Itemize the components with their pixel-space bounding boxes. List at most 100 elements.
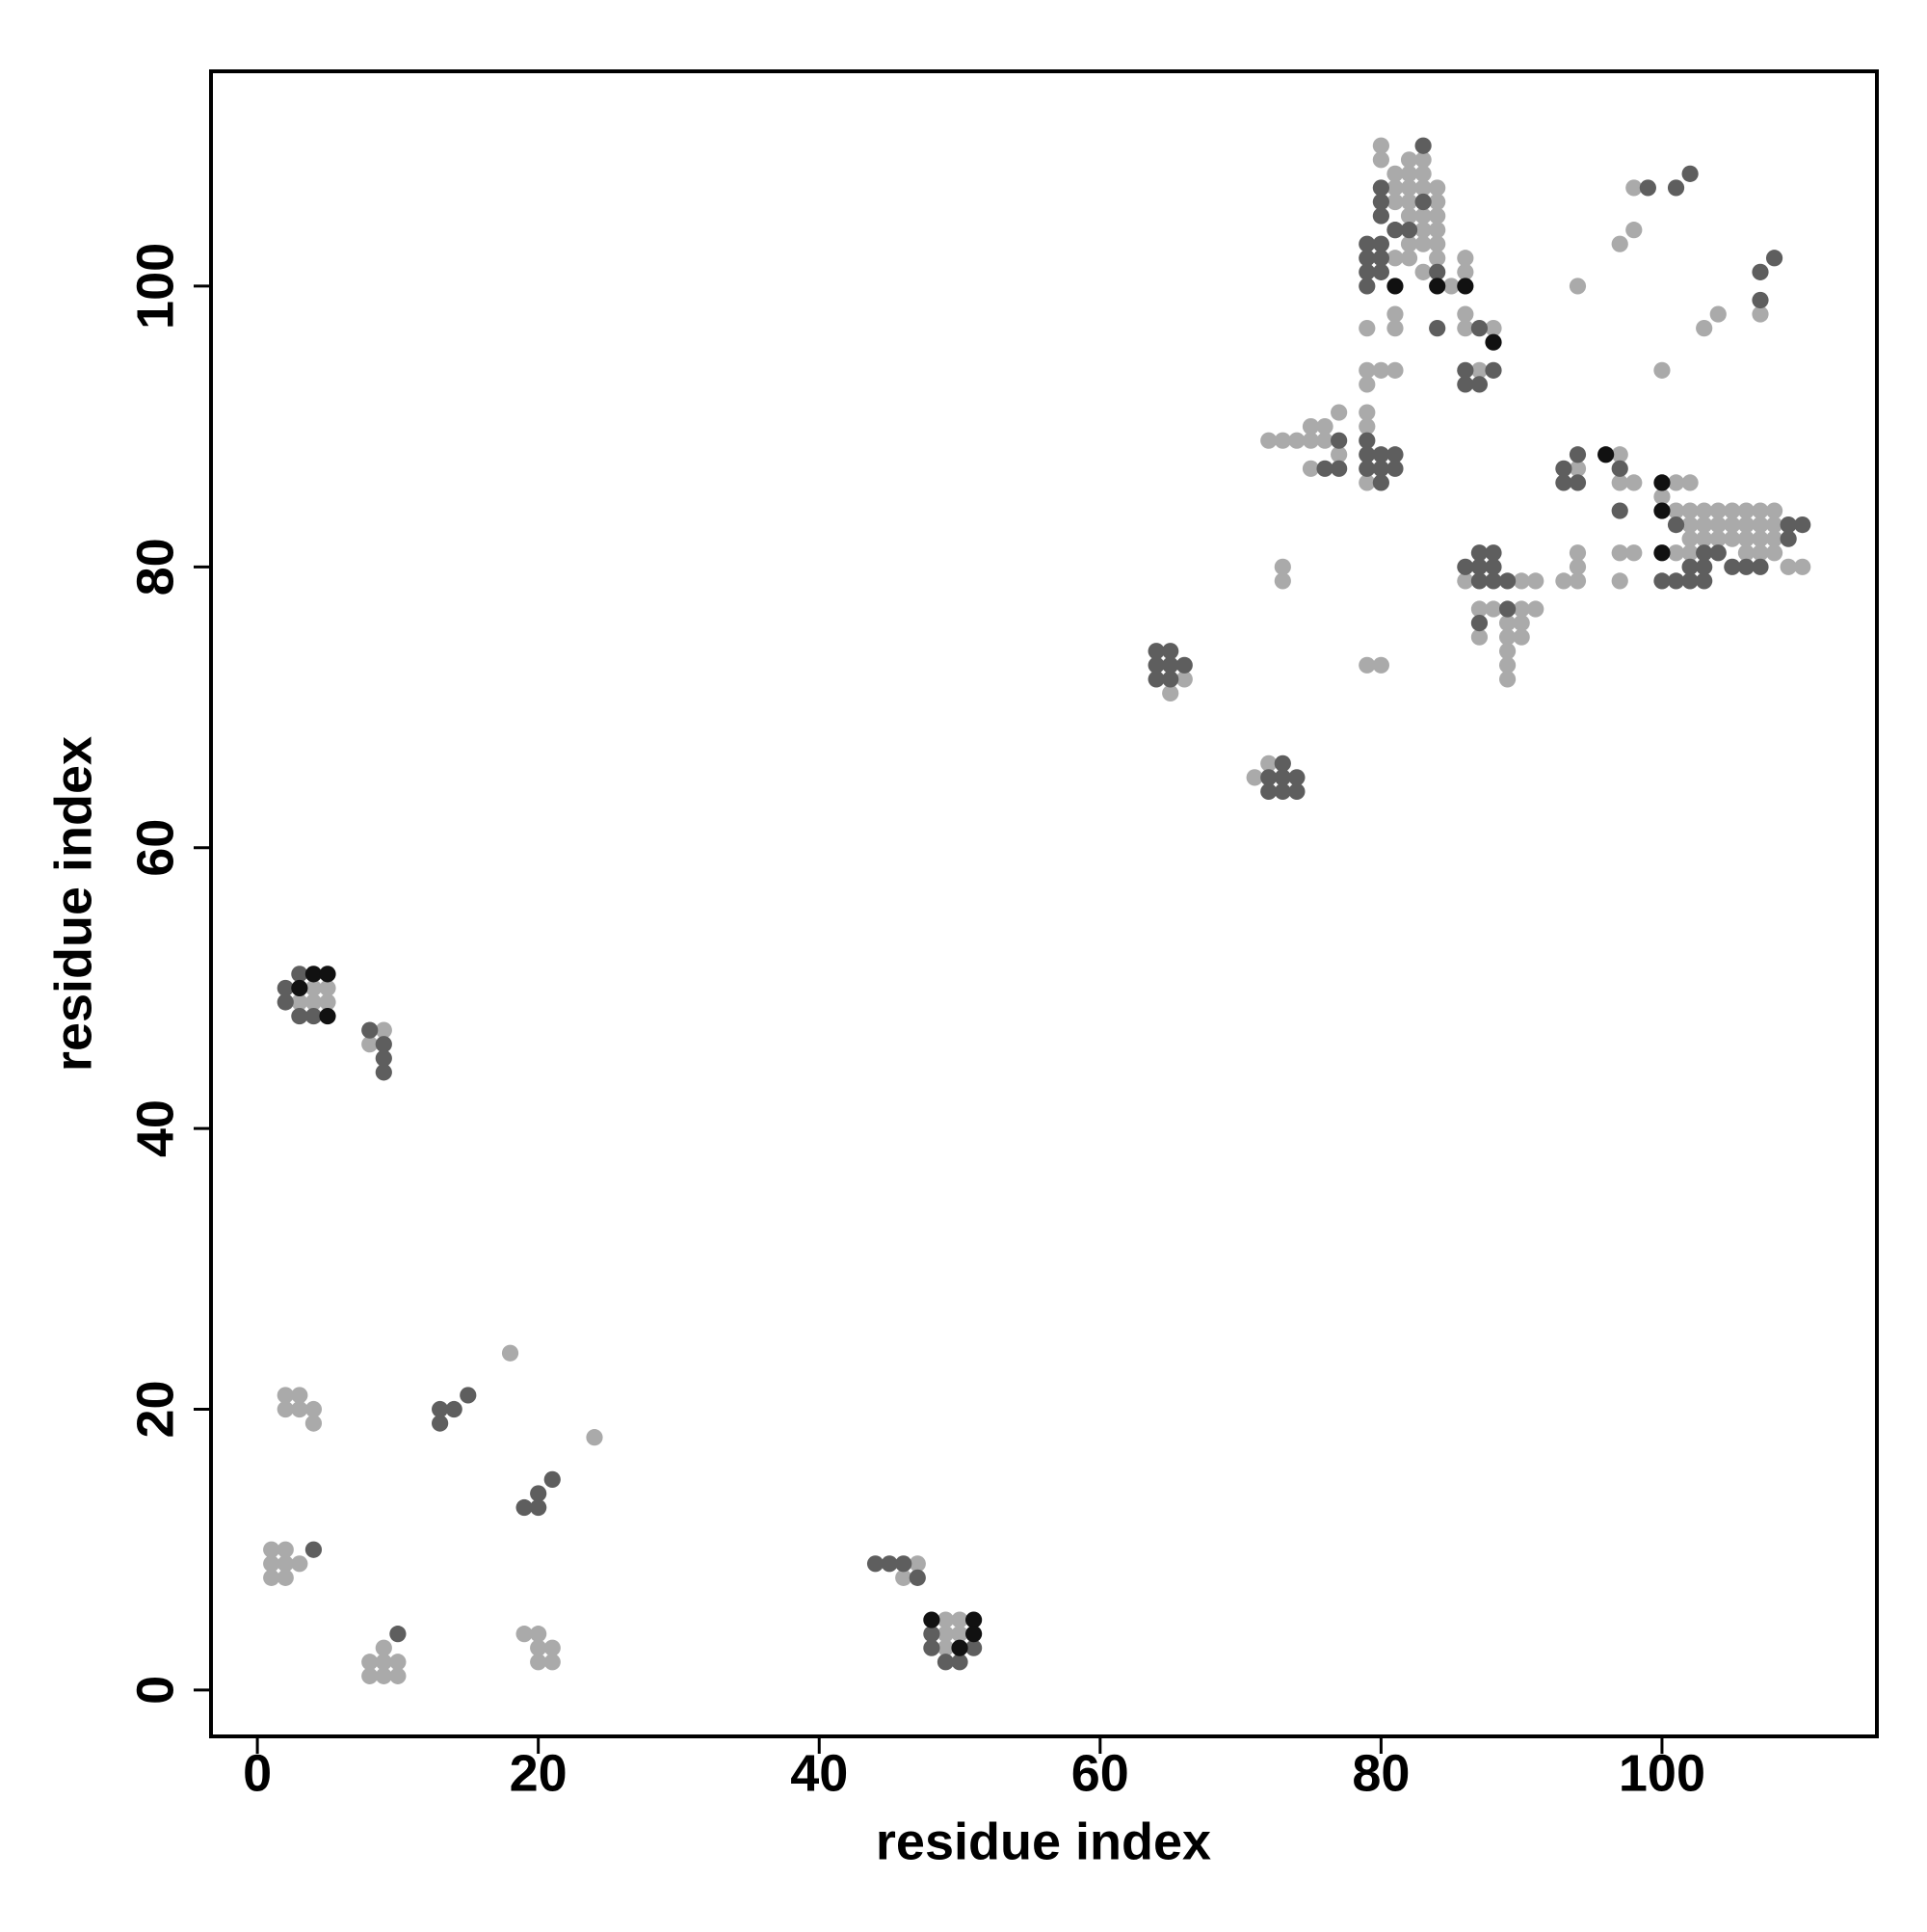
point [1359,418,1376,436]
point [1724,558,1741,575]
point [530,1639,547,1656]
point [1260,432,1278,449]
point [530,1626,547,1643]
point [1400,193,1418,211]
point [1372,460,1389,477]
point [375,1036,392,1053]
point [530,1654,547,1671]
point [1498,628,1517,646]
point [361,1036,379,1053]
point [951,1626,968,1643]
point [361,1667,379,1684]
point [1625,474,1643,491]
point [1681,502,1699,519]
point [1457,558,1474,575]
point [1386,361,1404,379]
point [1737,516,1755,534]
point [1331,460,1348,477]
point [1470,361,1489,379]
point [375,1639,392,1656]
point [1442,278,1460,295]
point [1653,361,1671,379]
point [1175,671,1193,688]
point [1681,530,1699,547]
point [881,1555,898,1573]
point [1653,572,1671,590]
point [1386,179,1404,197]
point [1513,572,1530,590]
point [1569,572,1587,590]
point [1667,179,1685,197]
point [1569,474,1587,491]
point [263,1569,280,1586]
point [937,1639,955,1656]
point [319,979,336,997]
point [1359,263,1376,280]
point [1696,558,1713,575]
point [1681,165,1699,182]
point [277,1387,294,1404]
point [1485,361,1502,379]
point [1372,446,1389,463]
point [1611,235,1628,252]
point [1372,235,1389,252]
point [1429,250,1446,267]
point [965,1626,983,1643]
point [1765,502,1783,519]
point [375,1021,392,1039]
point [1316,418,1333,436]
point [1372,656,1389,674]
point [909,1555,926,1573]
point [1667,572,1685,590]
point [1457,320,1474,337]
point [432,1400,449,1418]
point [291,1007,308,1025]
point [277,1400,294,1418]
point [1752,530,1769,547]
point [1372,151,1389,169]
point [1386,320,1404,337]
point [277,1555,294,1573]
x-tick-label: 100 [1619,1744,1705,1802]
point [1372,179,1389,197]
point [1498,572,1517,590]
point [1653,488,1671,506]
point [1359,656,1376,674]
point [530,1498,547,1517]
point [1555,572,1572,590]
point [1429,263,1446,280]
point [1260,754,1278,772]
point [1527,572,1544,590]
point [1414,151,1432,169]
point [1457,305,1474,323]
point [1274,558,1291,575]
point [291,966,308,983]
point [319,1007,336,1025]
point [1653,502,1671,519]
point [1331,404,1348,421]
point [1527,600,1544,618]
y-axis-title: residue index [44,736,102,1072]
point [1316,460,1333,477]
point [304,1007,323,1025]
point [1414,193,1432,211]
point [304,993,323,1011]
point [1386,165,1404,182]
point [1414,207,1432,225]
point [586,1429,603,1446]
point [1780,558,1797,575]
point [1414,179,1432,197]
point [1498,600,1517,618]
point [1429,278,1446,295]
point [951,1611,968,1628]
plot-frame [209,69,1879,1738]
point [1386,193,1404,211]
point [1274,754,1291,772]
point [543,1654,561,1671]
point [1274,769,1291,786]
point [1148,643,1165,660]
point [1485,558,1502,575]
point [1414,222,1432,239]
point [1681,558,1699,575]
point [1611,544,1628,562]
